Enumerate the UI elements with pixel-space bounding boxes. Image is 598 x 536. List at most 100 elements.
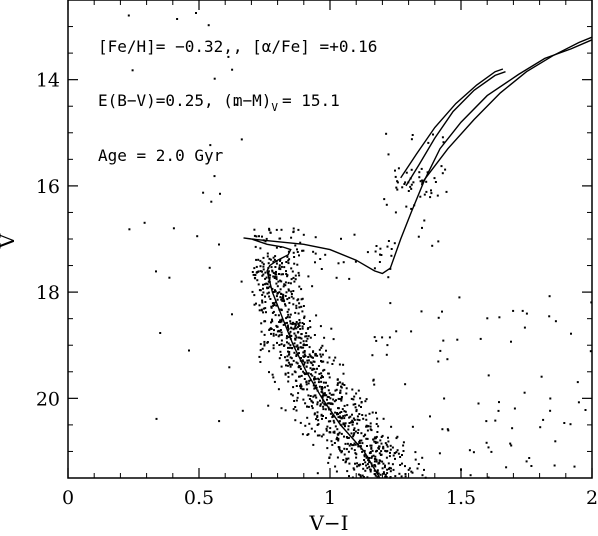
data-point bbox=[328, 392, 331, 395]
data-point bbox=[314, 261, 316, 264]
data-point bbox=[298, 254, 300, 257]
data-point bbox=[285, 291, 288, 294]
data-point bbox=[329, 408, 332, 411]
data-point bbox=[290, 357, 293, 360]
data-point bbox=[353, 442, 356, 445]
data-point bbox=[334, 389, 337, 392]
data-point bbox=[382, 471, 385, 474]
data-point bbox=[213, 175, 216, 178]
data-point bbox=[219, 192, 221, 195]
data-point bbox=[376, 469, 379, 472]
data-point bbox=[339, 391, 342, 394]
data-point bbox=[296, 362, 299, 365]
data-point bbox=[329, 402, 332, 405]
data-point bbox=[548, 315, 551, 318]
data-point bbox=[414, 451, 417, 454]
data-point bbox=[355, 408, 358, 411]
data-point bbox=[421, 179, 424, 182]
data-point bbox=[302, 398, 305, 401]
data-point bbox=[299, 241, 302, 244]
data-point bbox=[523, 326, 526, 329]
data-point bbox=[307, 382, 310, 385]
data-point bbox=[271, 287, 274, 290]
data-point bbox=[321, 417, 323, 420]
data-point bbox=[302, 370, 305, 373]
data-point bbox=[397, 452, 400, 455]
data-point bbox=[278, 264, 281, 267]
data-point bbox=[356, 462, 359, 465]
data-point bbox=[303, 361, 306, 364]
data-point bbox=[263, 333, 266, 336]
data-point bbox=[410, 138, 413, 141]
data-point bbox=[358, 419, 361, 422]
data-point bbox=[318, 378, 320, 381]
data-point bbox=[373, 440, 376, 443]
data-point bbox=[379, 253, 381, 256]
data-point bbox=[359, 397, 362, 400]
data-point bbox=[300, 333, 303, 336]
data-point bbox=[231, 313, 233, 316]
data-point bbox=[274, 255, 277, 258]
data-point bbox=[357, 389, 360, 392]
data-point bbox=[320, 380, 323, 383]
data-point bbox=[302, 355, 305, 358]
data-point bbox=[253, 234, 256, 237]
data-point bbox=[376, 449, 378, 452]
data-point bbox=[308, 398, 311, 400]
data-point bbox=[311, 364, 314, 367]
data-point bbox=[375, 458, 378, 461]
data-point bbox=[340, 397, 343, 400]
data-point bbox=[385, 443, 388, 446]
data-point bbox=[254, 277, 257, 280]
data-point bbox=[270, 328, 273, 330]
data-point bbox=[314, 377, 317, 380]
data-point bbox=[255, 235, 258, 238]
data-point bbox=[382, 445, 385, 448]
data-point bbox=[334, 356, 337, 359]
data-point bbox=[321, 344, 324, 347]
data-point bbox=[297, 348, 300, 351]
data-point bbox=[266, 287, 269, 290]
data-point bbox=[380, 442, 383, 445]
data-point bbox=[263, 320, 266, 323]
data-point bbox=[376, 441, 379, 444]
data-point bbox=[293, 342, 296, 345]
data-point bbox=[304, 344, 307, 347]
data-point bbox=[410, 207, 413, 210]
data-point bbox=[306, 388, 309, 391]
data-point bbox=[288, 332, 291, 335]
isochrone-main-branch bbox=[243, 39, 593, 479]
data-point bbox=[360, 439, 363, 442]
data-point bbox=[278, 334, 281, 337]
data-point bbox=[385, 353, 388, 356]
data-point bbox=[325, 417, 327, 419]
data-point bbox=[302, 388, 305, 391]
data-point bbox=[302, 360, 305, 363]
data-point bbox=[485, 420, 488, 423]
data-point bbox=[293, 400, 296, 402]
data-point bbox=[299, 365, 302, 368]
data-point bbox=[275, 246, 278, 249]
data-point bbox=[307, 433, 310, 436]
data-point bbox=[252, 273, 255, 276]
data-point bbox=[295, 353, 298, 356]
data-point bbox=[343, 384, 346, 386]
data-point bbox=[127, 14, 130, 17]
data-point bbox=[364, 400, 367, 403]
data-point bbox=[304, 424, 307, 427]
data-point bbox=[375, 339, 378, 342]
data-point bbox=[396, 435, 399, 438]
data-point bbox=[311, 285, 314, 288]
data-point bbox=[294, 278, 297, 281]
data-point bbox=[336, 413, 338, 416]
data-point bbox=[265, 276, 268, 279]
data-point bbox=[299, 328, 302, 330]
data-point bbox=[291, 373, 294, 376]
data-point bbox=[354, 406, 357, 409]
data-point bbox=[285, 270, 287, 273]
data-point bbox=[403, 183, 406, 185]
data-point bbox=[285, 364, 287, 367]
data-point bbox=[277, 335, 280, 338]
data-point bbox=[259, 289, 262, 292]
data-point bbox=[360, 401, 363, 403]
